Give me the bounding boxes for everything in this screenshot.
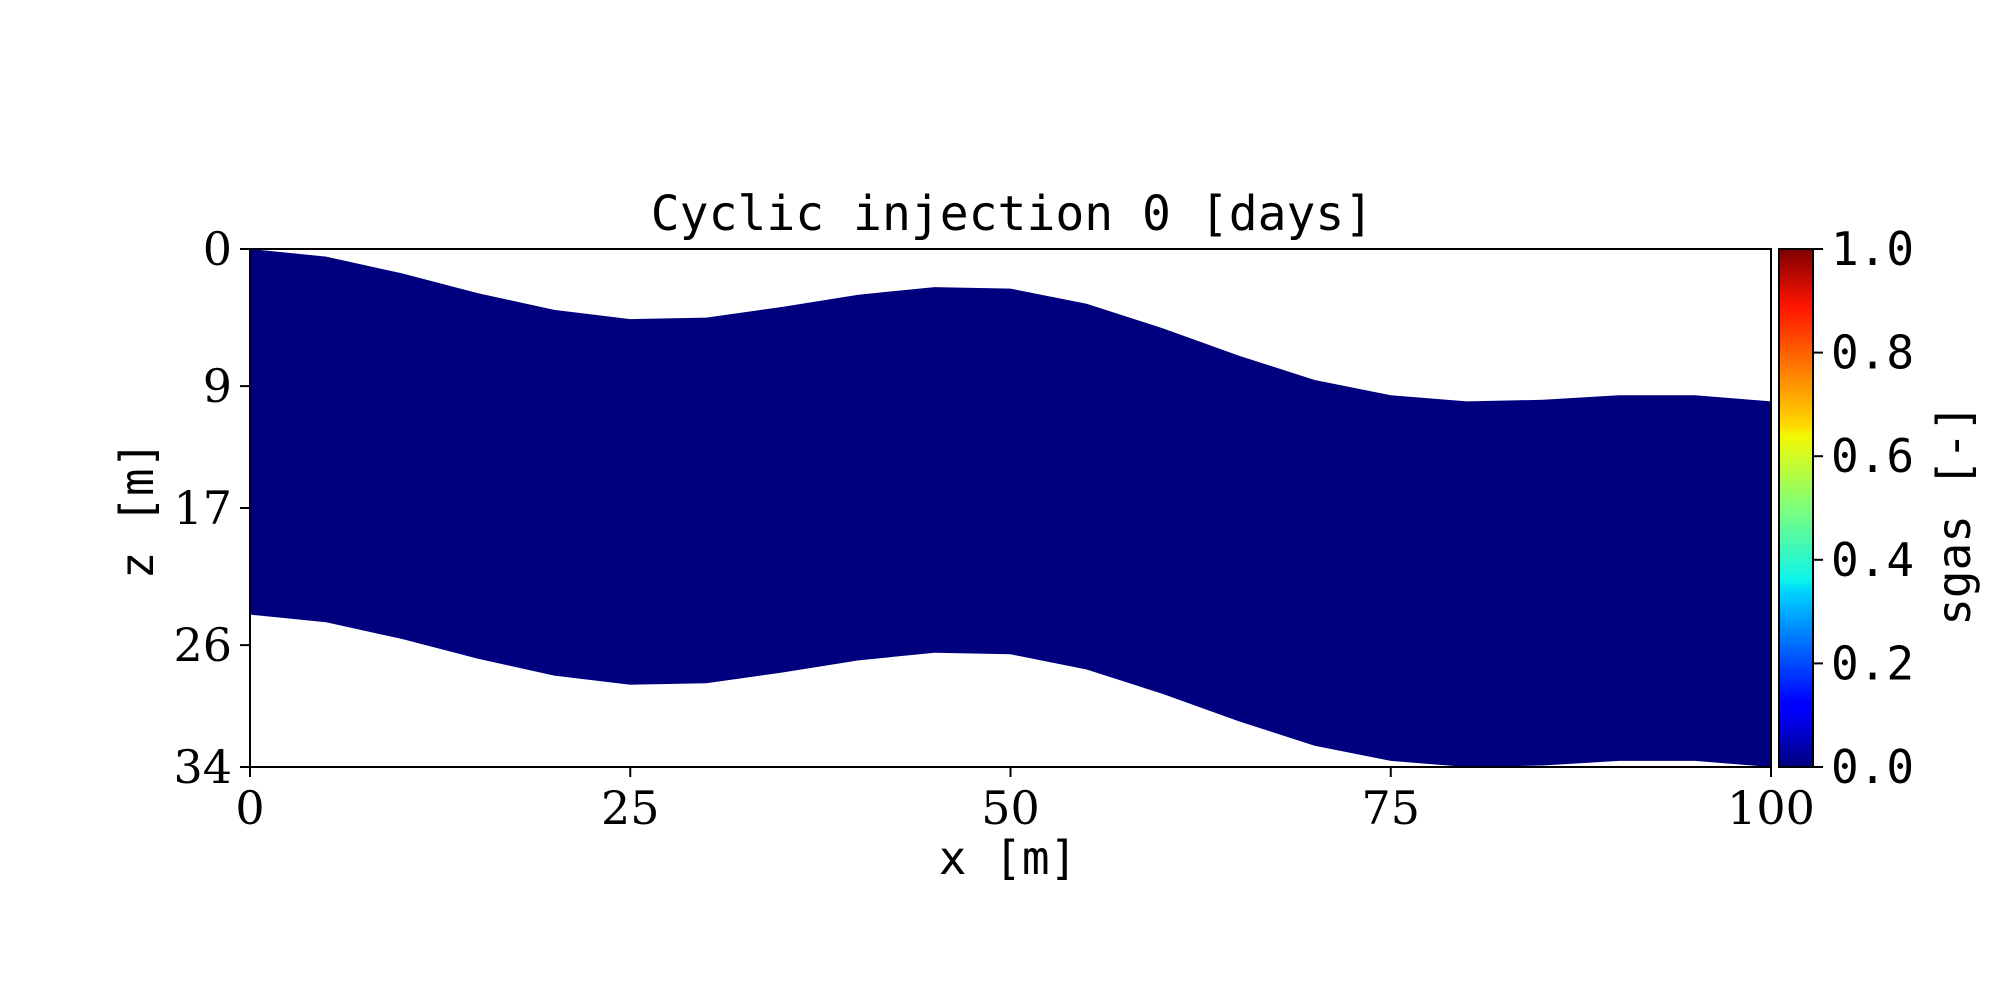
y-tick-label: 17 — [173, 481, 232, 535]
colorbar-tick-label: 0.6 — [1831, 429, 1914, 483]
y-tick-label: 0 — [203, 222, 232, 276]
y-tick-label: 9 — [203, 359, 232, 413]
y-axis: 0 9 17 26 34 — [173, 222, 250, 794]
colorbar-tick-label: 0.0 — [1831, 740, 1914, 794]
colorbar-tick-label: 0.4 — [1831, 533, 1914, 587]
colorbar-tick-label: 0.2 — [1831, 636, 1914, 690]
sgas-field — [250, 249, 1771, 767]
y-tick-label: 26 — [173, 618, 232, 672]
colorbar-label: sgas [-] — [1927, 404, 1981, 626]
x-tick-label: 50 — [981, 781, 1040, 835]
colorbar-tick-label: 1.0 — [1831, 222, 1914, 276]
colorbar: 0.0 0.2 0.4 0.6 0.8 1.0 sgas [-] — [1778, 222, 1981, 794]
y-axis-label: z [m] — [110, 441, 164, 579]
colorbar-gradient — [1778, 248, 1814, 768]
x-axis: 0 25 50 75 100 — [235, 767, 1815, 835]
plot-area — [249, 248, 1772, 768]
x-axis-label: x [m] — [939, 831, 1077, 885]
x-tick-label: 25 — [601, 781, 660, 835]
chart-title: Cyclic injection 0 [days] — [651, 186, 1373, 242]
x-tick-label: 0 — [235, 781, 264, 835]
x-tick-label: 75 — [1361, 781, 1420, 835]
colorbar-tick-label: 0.8 — [1831, 326, 1914, 380]
colorbar-ticks: 0.0 0.2 0.4 0.6 0.8 1.0 — [1813, 222, 1914, 794]
y-tick-label: 34 — [173, 740, 232, 794]
x-tick-label: 100 — [1727, 781, 1815, 835]
